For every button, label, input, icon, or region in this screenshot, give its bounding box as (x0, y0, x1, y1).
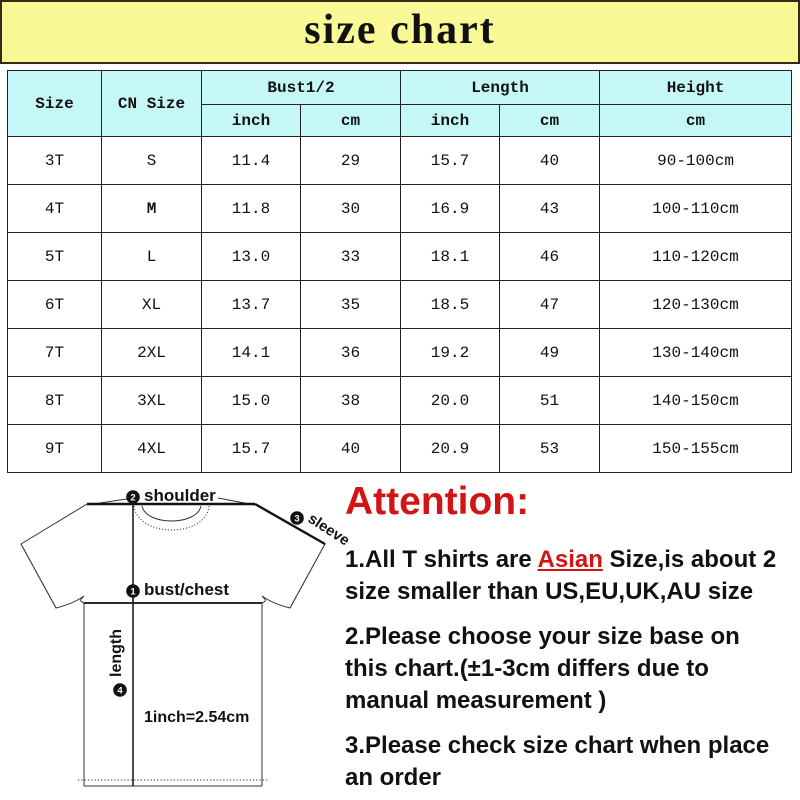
svg-text:shoulder: shoulder (144, 486, 216, 505)
svg-text:length: length (108, 629, 125, 677)
svg-text:3: 3 (294, 513, 299, 524)
svg-text:bust/chest: bust/chest (144, 580, 229, 599)
svg-text:1inch=2.54cm: 1inch=2.54cm (144, 709, 249, 726)
svg-text:2: 2 (130, 492, 135, 503)
svg-text:4: 4 (117, 685, 123, 696)
svg-text:1: 1 (130, 586, 136, 597)
